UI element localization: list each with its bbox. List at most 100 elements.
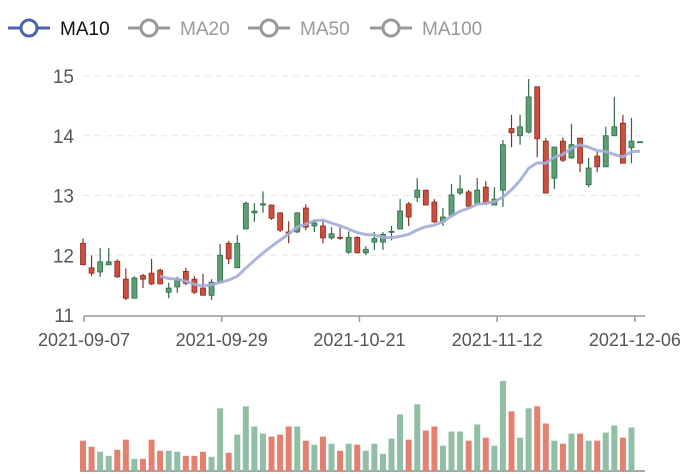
candle: [457, 175, 463, 195]
volume-bar: [568, 433, 575, 471]
volume-bar: [97, 451, 104, 471]
candle-body: [422, 189, 429, 206]
candle-body: [628, 140, 635, 149]
volume-bar: [259, 433, 266, 471]
x-tick-label: 2021-10-21: [313, 330, 405, 350]
volume-bar: [157, 450, 164, 471]
volume-bar: [268, 436, 275, 471]
candle-body: [474, 189, 481, 204]
volume-bar: [422, 430, 429, 471]
volume-bar: [345, 443, 352, 471]
candle: [568, 123, 575, 160]
volume-bar: [628, 427, 635, 471]
volume-bar: [319, 436, 326, 471]
candle-body: [585, 167, 592, 186]
candle-body: [508, 128, 515, 134]
candle-body: [251, 210, 258, 214]
legend-item-ma100[interactable]: MA100: [370, 18, 482, 40]
volume-bar: [362, 450, 369, 471]
candle-body: [542, 140, 549, 194]
legend-item-ma20[interactable]: MA20: [128, 18, 230, 40]
candle: [637, 141, 643, 144]
candle: [114, 259, 121, 278]
volume-bar: [508, 411, 515, 471]
candle: [585, 157, 592, 188]
volume-bar: [234, 434, 241, 471]
x-tick-label: 2021-09-29: [176, 330, 268, 350]
candle-body: [277, 212, 284, 231]
volume-bar: [457, 431, 464, 471]
volume-bar: [577, 433, 584, 471]
candle-body: [328, 233, 335, 239]
candle: [362, 246, 369, 256]
candle-body: [302, 207, 309, 228]
volume-bar: [285, 426, 292, 471]
legend-label: MA100: [422, 19, 482, 40]
candle-body: [620, 122, 626, 164]
candle: [397, 199, 403, 230]
candle: [260, 191, 266, 213]
candle: [80, 238, 86, 266]
candle-body: [234, 242, 241, 269]
candle-body: [397, 210, 403, 230]
x-axis: 2021-09-07 2021-09-29 2021-10-21 2021-11-12…: [38, 315, 681, 350]
legend-circle-icon: [259, 18, 279, 38]
volume-bar: [397, 414, 404, 471]
ma-lines: [159, 143, 641, 288]
candle: [294, 212, 301, 234]
candle: [148, 258, 155, 286]
legend-item-ma50[interactable]: MA50: [248, 18, 350, 40]
candle-body: [165, 287, 172, 293]
volume-bar: [465, 440, 472, 471]
candle: [628, 117, 635, 164]
legend-label: MA50: [300, 19, 350, 40]
volume-bar: [80, 440, 86, 471]
candle-body: [414, 189, 421, 198]
candle: [105, 248, 112, 266]
volume-bar: [559, 443, 566, 471]
candle: [551, 146, 558, 189]
volume-bar: [474, 424, 481, 471]
candle: [577, 137, 583, 173]
legend-item-ma10[interactable]: MA10: [8, 18, 110, 40]
volume-bar: [131, 458, 138, 471]
volume-bar: [414, 404, 421, 471]
legend: MA10 MA20 MA50 MA100: [8, 18, 482, 40]
y-gridlines: [84, 75, 645, 256]
candle-body: [114, 260, 121, 278]
x-tick-label: 2021-09-07: [38, 330, 130, 350]
candle: [320, 219, 326, 244]
volume-bar: [379, 453, 386, 471]
candle: [97, 248, 104, 277]
volume-bar: [199, 451, 206, 471]
candle-body: [131, 277, 138, 299]
candles: [80, 78, 643, 301]
volume-bars: [80, 381, 645, 472]
volume-bar: [337, 450, 344, 471]
candle-body: [577, 137, 583, 164]
candle-body: [534, 86, 541, 140]
volume-bar: [294, 426, 301, 471]
candle-body: [208, 281, 215, 296]
candle-body: [482, 186, 489, 204]
volume-bar: [328, 443, 335, 471]
candle: [414, 178, 421, 203]
volume-bar: [251, 426, 258, 471]
candle: [88, 255, 95, 277]
candle: [465, 190, 472, 209]
candle-body: [97, 261, 104, 273]
volume-bar: [551, 440, 558, 471]
candle: [208, 279, 215, 301]
candle-body: [294, 212, 301, 233]
candle-body: [311, 222, 318, 227]
candle-body: [405, 203, 412, 218]
candle-body: [517, 126, 523, 137]
candle-body: [225, 242, 232, 260]
volume-bar: [165, 450, 172, 471]
candle: [131, 276, 138, 299]
y-tick-label: 12: [53, 246, 74, 267]
volume-bar: [208, 456, 215, 471]
candle-body: [465, 191, 472, 207]
candle-body: [594, 155, 601, 168]
candle-body: [611, 126, 618, 137]
